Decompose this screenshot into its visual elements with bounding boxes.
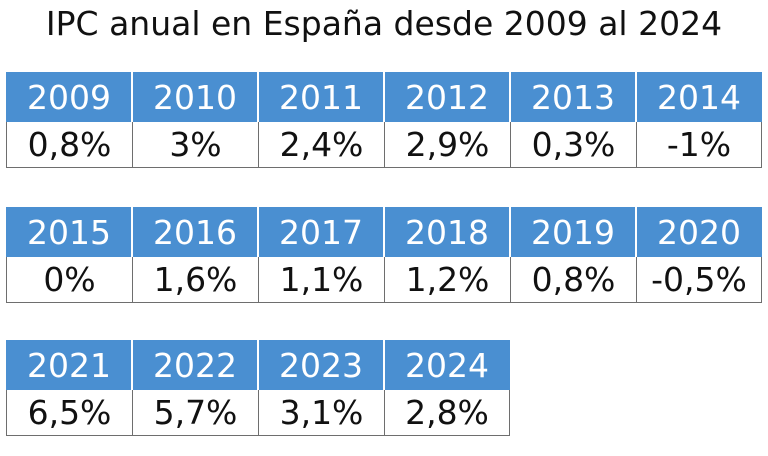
value-cell: 0,8% — [510, 257, 636, 303]
year-header-row: 2021 2022 2023 2024 — [6, 340, 510, 390]
year-cell: 2018 — [384, 207, 510, 257]
value-cell: 0,8% — [6, 122, 132, 168]
value-cell: 1,2% — [384, 257, 510, 303]
value-cell: 2,8% — [384, 390, 510, 436]
year-cell: 2022 — [132, 340, 258, 390]
value-cell: 6,5% — [6, 390, 132, 436]
year-cell: 2020 — [636, 207, 762, 257]
value-row: 0% 1,6% 1,1% 1,2% 0,8% -0,5% — [6, 257, 762, 303]
year-cell: 2016 — [132, 207, 258, 257]
value-cell: 0,3% — [510, 122, 636, 168]
value-cell: -1% — [636, 122, 762, 168]
year-header-row: 2009 2010 2011 2012 2013 2014 — [6, 72, 762, 122]
value-row: 6,5% 5,7% 3,1% 2,8% — [6, 390, 510, 436]
chart-title: IPC anual en España desde 2009 al 2024 — [45, 4, 723, 43]
value-row: 0,8% 3% 2,4% 2,9% 0,3% -1% — [6, 122, 762, 168]
value-cell: 1,6% — [132, 257, 258, 303]
year-cell: 2017 — [258, 207, 384, 257]
year-cell: 2012 — [384, 72, 510, 122]
table-block-2: 2015 2016 2017 2018 2019 2020 0% 1,6% 1,1% 1,2% 0,… — [6, 207, 762, 303]
value-cell: 3,1% — [258, 390, 384, 436]
year-cell: 2009 — [6, 72, 132, 122]
year-cell: 2021 — [6, 340, 132, 390]
value-cell: 3% — [132, 122, 258, 168]
year-cell: 2019 — [510, 207, 636, 257]
value-cell: 2,9% — [384, 122, 510, 168]
year-cell: 2014 — [636, 72, 762, 122]
table-block-1: 2009 2010 2011 2012 2013 2014 0,8% 3% 2,4% 2,9% 0,… — [6, 72, 762, 168]
value-cell: 0% — [6, 257, 132, 303]
value-cell: -0,5% — [636, 257, 762, 303]
year-header-row: 2015 2016 2017 2018 2019 2020 — [6, 207, 762, 257]
value-cell: 5,7% — [132, 390, 258, 436]
value-cell: 2,4% — [258, 122, 384, 168]
year-cell: 2013 — [510, 72, 636, 122]
table-block-3: 2021 2022 2023 2024 6,5% 5,7% 3,1% 2,8% — [6, 340, 510, 436]
year-cell: 2023 — [258, 340, 384, 390]
year-cell: 2011 — [258, 72, 384, 122]
year-cell: 2024 — [384, 340, 510, 390]
year-cell: 2015 — [6, 207, 132, 257]
value-cell: 1,1% — [258, 257, 384, 303]
year-cell: 2010 — [132, 72, 258, 122]
